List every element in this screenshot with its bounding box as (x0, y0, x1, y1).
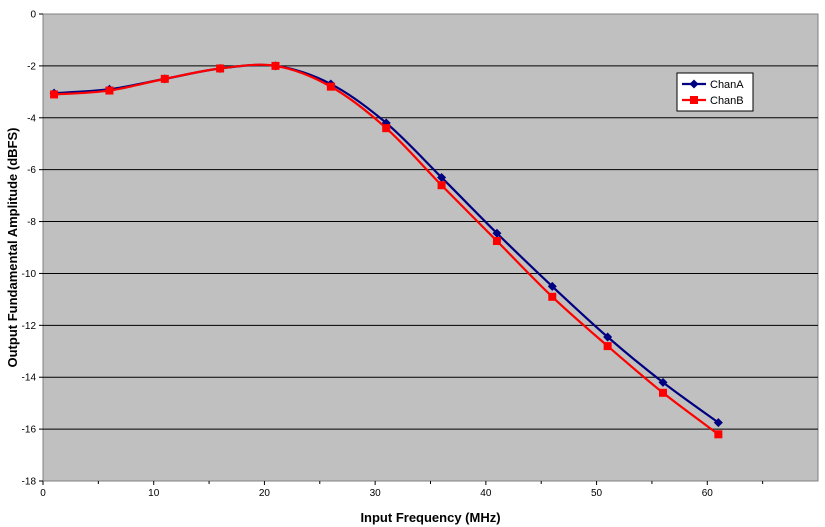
legend-label: ChanA (710, 79, 744, 91)
series-layer (49, 61, 723, 439)
data-point (659, 388, 667, 397)
data-point (547, 281, 557, 291)
data-point (603, 332, 613, 342)
data-point (658, 377, 668, 387)
y-tick-label: -6 (27, 165, 36, 176)
data-point (492, 228, 502, 238)
y-tick-label: -2 (27, 61, 36, 72)
x-tick-label: 30 (370, 488, 382, 499)
data-point (271, 61, 280, 70)
data-point (437, 181, 446, 190)
data-point (492, 237, 501, 246)
y-tick-label: -18 (22, 477, 37, 488)
x-tick-label: 20 (259, 488, 271, 499)
x-axis-title: Input Frequency (MHz) (360, 510, 500, 525)
y-tick-label: 0 (30, 10, 36, 21)
y-tick-label: -10 (22, 269, 37, 280)
data-point (603, 342, 612, 351)
y-tick-label: -4 (27, 113, 36, 124)
data-point (50, 90, 59, 99)
x-tick-label: 0 (40, 488, 46, 499)
data-point (713, 418, 723, 428)
grid-layer (43, 65, 818, 430)
data-point (382, 124, 391, 133)
data-point (160, 74, 169, 83)
y-tick-label: -12 (22, 321, 37, 332)
legend-label: ChanB (710, 95, 744, 107)
data-point (437, 172, 447, 182)
data-point (216, 64, 225, 73)
legend: ChanA ChanB (676, 72, 754, 112)
series-chanb (50, 61, 723, 439)
data-point (326, 82, 335, 91)
x-tick-label: 10 (148, 488, 160, 499)
data-point (548, 292, 557, 301)
x-tick-label: 60 (702, 488, 714, 499)
x-tick-label: 40 (480, 488, 492, 499)
x-tick-label: 50 (591, 488, 603, 499)
legend-swatch-marker (689, 79, 699, 89)
legend-box (676, 72, 754, 112)
data-point (105, 86, 114, 95)
y-tick-label: -16 (22, 425, 37, 436)
y-tick-label: -14 (22, 373, 37, 384)
y-axis-title: Output Fundamental Amplitude (dBFS) (5, 128, 20, 368)
y-tick-label: -8 (27, 217, 36, 228)
legend-items: ChanA ChanB (682, 79, 744, 107)
data-point (714, 430, 723, 439)
legend-item-chana: ChanA (682, 79, 744, 91)
legend-swatch-marker (690, 96, 698, 104)
tick-layer: 0-2-4-6-8-10-12-14-16-180 10 20 30 40 50 60 (22, 10, 764, 499)
legend-item-chanb: ChanB (682, 95, 744, 107)
